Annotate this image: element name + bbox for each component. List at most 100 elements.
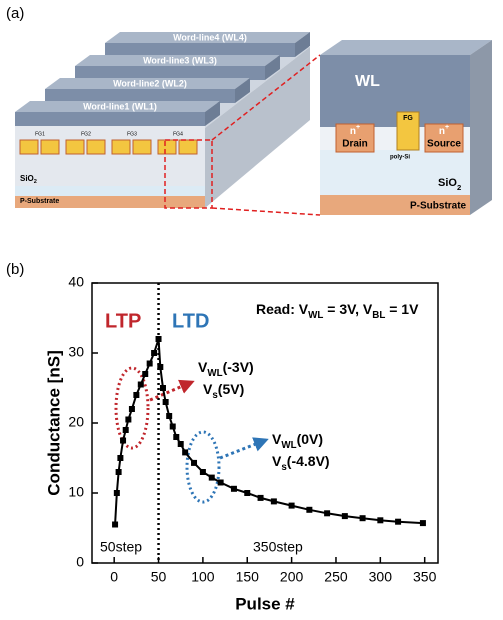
data-point xyxy=(117,455,123,461)
data-point xyxy=(200,469,206,475)
x-tick-label: 350 xyxy=(413,569,437,585)
y-tick-label: 10 xyxy=(68,484,84,500)
x-tick-label: 250 xyxy=(324,569,348,585)
data-point xyxy=(142,371,148,377)
ltp-steps: 50step xyxy=(100,539,142,555)
figure: (a) (b) Word-line4 (WL4) Word-line3 (WL3)… xyxy=(0,0,503,620)
ltd-ellipse xyxy=(187,432,219,502)
word-line: Word-line1 (WL1) xyxy=(15,101,220,126)
data-point xyxy=(258,495,264,501)
plot: LTP LTD Read: VWL = 3V, VBL = 1V VWL(-3V… xyxy=(44,274,438,614)
x-tick-label: 0 xyxy=(110,569,118,585)
data-point xyxy=(147,361,153,367)
text-part: Read: V xyxy=(256,301,309,317)
text-part: (-4.8V) xyxy=(287,453,330,469)
data-point xyxy=(244,490,250,496)
ltp-arrow xyxy=(150,382,192,400)
fg-label: FG3 xyxy=(127,131,137,137)
word-line: Word-line4 (WL4) xyxy=(105,32,310,57)
fg-label: FG4 xyxy=(173,131,183,137)
drain-label: Drain xyxy=(342,139,368,150)
y-axis-title: Conductance [nS] xyxy=(44,350,63,495)
wl-front xyxy=(320,55,470,127)
data-point xyxy=(182,449,188,455)
word-line: Word-line3 (WL3) xyxy=(75,55,280,80)
data-point xyxy=(120,438,126,444)
data-point xyxy=(342,513,348,519)
substrate-label: P-Substrate xyxy=(410,201,467,212)
y-tick-label: 40 xyxy=(68,274,84,290)
device-diagram: Word-line4 (WL4) Word-line3 (WL3) Word-lin… xyxy=(15,32,320,215)
text-part: (0V) xyxy=(297,431,323,447)
cell-box xyxy=(20,140,38,154)
wl-front xyxy=(15,112,205,126)
text-part: + xyxy=(356,124,360,131)
text-part: 2 xyxy=(34,179,37,185)
text-part: = 1V xyxy=(385,301,419,317)
data-point xyxy=(112,522,118,528)
fg-label: FG xyxy=(403,115,413,122)
wl-label: WL xyxy=(355,73,380,90)
y-tick-label: 20 xyxy=(68,414,84,430)
data-point xyxy=(156,336,162,342)
source-label: Source xyxy=(427,139,461,150)
panel-label: (a) xyxy=(6,5,24,22)
cell-box xyxy=(112,140,130,154)
data-point xyxy=(420,520,426,526)
ltp-vwl: VWL(-3V) xyxy=(198,359,254,379)
data-point xyxy=(116,469,122,475)
text-part: 2 xyxy=(457,183,461,192)
ltd-label: LTD xyxy=(172,310,209,332)
cell-box xyxy=(66,140,84,154)
data-point xyxy=(218,480,224,486)
data-point xyxy=(173,434,179,440)
text-part: WL xyxy=(308,310,323,321)
x-tick-label: 150 xyxy=(236,569,260,585)
cell-box xyxy=(179,140,197,154)
zoom-line xyxy=(212,208,320,215)
y-tick-label: 30 xyxy=(68,344,84,360)
wl-label: Word-line3 (WL3) xyxy=(143,55,217,65)
data-point xyxy=(231,486,237,492)
data-point xyxy=(133,392,139,398)
data-point xyxy=(123,427,129,433)
wl-top xyxy=(320,40,492,55)
text-part: SiO xyxy=(438,177,457,189)
text-part: BL xyxy=(372,310,385,321)
poly-label: poly-Si xyxy=(390,155,410,161)
read-condition: Read: VWL = 3V, VBL = 1V xyxy=(256,301,419,321)
wl-label: Word-line4 (WL4) xyxy=(173,32,247,42)
data-point xyxy=(166,413,172,419)
cell-box xyxy=(133,140,151,154)
cell-box xyxy=(158,140,176,154)
word-line: Word-line2 (WL2) xyxy=(45,78,250,103)
y-tick-label: 0 xyxy=(76,554,84,570)
page: (a) (b) Word-line4 (WL4) Word-line3 (WL3)… xyxy=(0,0,503,620)
x-axis-title: Pulse # xyxy=(235,594,295,613)
ltd-vwl: VWL(0V) xyxy=(272,431,323,451)
fg-label: FG1 xyxy=(35,131,45,137)
data-point xyxy=(191,460,197,466)
data-point xyxy=(209,475,215,481)
text-part: + xyxy=(445,124,449,131)
wl-side xyxy=(470,40,492,215)
data-point xyxy=(395,519,401,525)
panel-label: (b) xyxy=(6,261,24,278)
ltd-arrow xyxy=(220,440,266,458)
ltd-vs: Vs(-4.8V) xyxy=(272,453,330,473)
text-part: WL xyxy=(281,440,296,451)
x-tick-label: 50 xyxy=(151,569,167,585)
data-point xyxy=(157,364,163,370)
text-part: SiO xyxy=(20,174,34,183)
data-point xyxy=(324,510,330,516)
data-point xyxy=(170,424,176,430)
x-tick-label: 100 xyxy=(191,569,215,585)
data-point xyxy=(271,498,277,504)
cell-box xyxy=(41,140,59,154)
text-part: (5V) xyxy=(218,381,244,397)
data-point xyxy=(289,503,295,509)
cell-box xyxy=(87,140,105,154)
data-point xyxy=(114,490,120,496)
data-point xyxy=(138,382,144,388)
zoom-diagram: WL n+ Drain FG poly-Si n+ Source SiO2 P-… xyxy=(320,40,492,215)
